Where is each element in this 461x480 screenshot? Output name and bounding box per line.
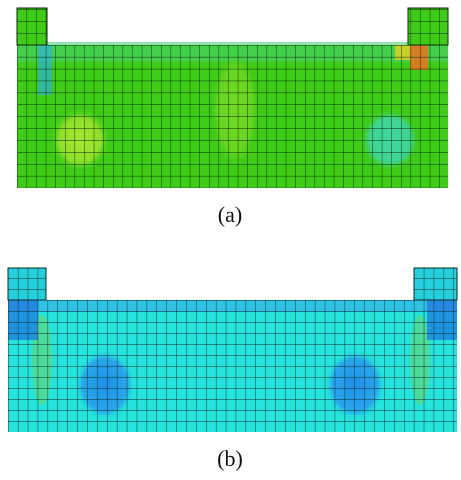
mesh-grid [414,268,457,300]
panel-a: (a) [16,7,449,227]
mesh-grid [408,8,448,45]
panel-b: (b) [7,267,458,471]
mesh-grid [17,8,47,45]
caption: (b) [217,446,243,471]
caption: (a) [218,202,242,227]
mesh-grid [8,268,46,300]
mesh-grid [8,300,457,432]
mesh-grid [17,45,448,188]
